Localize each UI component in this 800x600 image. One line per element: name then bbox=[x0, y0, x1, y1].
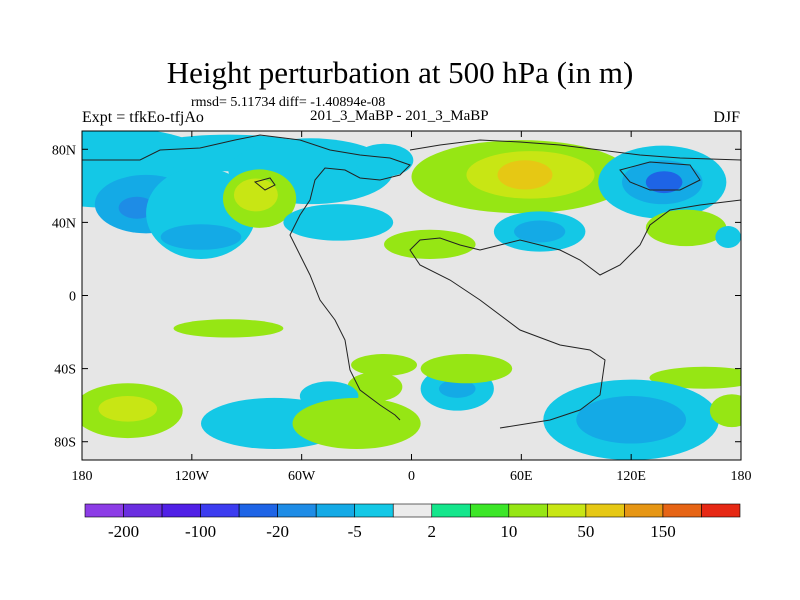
contour-region-36 bbox=[709, 394, 741, 428]
colorbar-swatch-1 bbox=[123, 503, 163, 518]
rmsd-stats-label: rmsd= 5.11734 diff= -1.40894e-08 bbox=[191, 95, 386, 110]
contour-region-13 bbox=[497, 160, 553, 190]
colorbar-swatch-11 bbox=[508, 503, 548, 518]
contour-region-16 bbox=[645, 171, 683, 194]
contour-region-28 bbox=[420, 353, 513, 384]
x-tick-label-5: 120E bbox=[616, 469, 646, 484]
colorbar-label-3: -5 bbox=[348, 522, 362, 541]
colorbar: -200 -100 -20 -5 2 10 50 150 bbox=[84, 503, 741, 541]
y-axis: 80N 40N 0 40S 80S bbox=[52, 143, 741, 451]
colorbar-label-2: -20 bbox=[266, 522, 289, 541]
chart-title: Height perturbation at 500 hPa (in m) bbox=[166, 55, 634, 90]
colorbar-swatch-4 bbox=[238, 503, 278, 518]
y-tick-label-1: 40N bbox=[52, 216, 76, 231]
x-tick-label-6: 180 bbox=[731, 469, 752, 484]
colorbar-swatch-3 bbox=[200, 503, 240, 518]
contour-region-20 bbox=[384, 229, 476, 259]
contour-region-23 bbox=[351, 353, 417, 376]
colorbar-swatch-10 bbox=[469, 503, 510, 518]
contour-region-27 bbox=[438, 379, 476, 398]
contour-region-22 bbox=[173, 319, 284, 338]
colorbar-label-5: 10 bbox=[500, 522, 517, 541]
contour-region-33 bbox=[292, 397, 421, 450]
contour-region-21 bbox=[715, 226, 741, 248]
contour-region-10 bbox=[354, 143, 414, 177]
coastline-americas bbox=[82, 134, 411, 421]
colorbar-label-7: 150 bbox=[650, 522, 676, 541]
colorbar-swatch-0 bbox=[84, 503, 124, 518]
colorbar-swatch-9 bbox=[431, 503, 471, 518]
colorbar-swatch-5 bbox=[277, 503, 317, 518]
colorbar-swatch-8 bbox=[392, 503, 433, 518]
contour-region-8 bbox=[233, 178, 278, 212]
x-tick-label-3: 0 bbox=[408, 469, 415, 484]
x-tick-label-0: 180 bbox=[72, 469, 93, 484]
contour-region-6 bbox=[160, 224, 242, 250]
colorbar-swatch-2 bbox=[161, 503, 201, 518]
colorbar-swatch-16 bbox=[701, 503, 741, 518]
colorbar-swatch-7 bbox=[354, 503, 394, 518]
coastline-layer bbox=[82, 134, 741, 429]
coastline-greenland bbox=[253, 161, 701, 191]
y-tick-label-0: 80N bbox=[52, 143, 76, 158]
contour-region-9 bbox=[283, 204, 394, 241]
x-tick-label-2: 60W bbox=[288, 469, 316, 484]
colorbar-swatch-13 bbox=[585, 503, 625, 518]
contour-region-31 bbox=[98, 396, 158, 422]
x-tick-label-4: 60E bbox=[510, 469, 533, 484]
colorbar-swatch-6 bbox=[315, 503, 356, 518]
y-tick-label-2: 0 bbox=[69, 290, 76, 305]
runs-label: 201_3_MaBP - 201_3_MaBP bbox=[310, 108, 489, 124]
experiment-label: Expt = tfkEo-tfjAo bbox=[82, 109, 204, 126]
colorbar-label-4: 2 bbox=[428, 522, 437, 541]
colorbar-swatch-15 bbox=[662, 503, 702, 518]
contour-region-35 bbox=[576, 396, 687, 444]
coastline-afro-eurasia bbox=[409, 139, 741, 429]
colorbar-label-0: -200 bbox=[108, 522, 139, 541]
season-label: DJF bbox=[713, 109, 740, 126]
colorbar-swatch-14 bbox=[624, 503, 664, 518]
contour-region-24 bbox=[347, 372, 403, 402]
contour-region-17 bbox=[645, 209, 727, 247]
contour-fill-layer bbox=[82, 131, 741, 460]
y-tick-label-3: 40S bbox=[54, 363, 76, 378]
contour-region-29 bbox=[649, 366, 741, 389]
x-axis: 180 120W 60W 0 60E 120E 180 bbox=[72, 131, 752, 484]
y-tick-label-4: 80S bbox=[54, 436, 76, 451]
colorbar-label-6: 50 bbox=[577, 522, 594, 541]
x-tick-label-1: 120W bbox=[175, 469, 210, 484]
colorbar-label-1: -100 bbox=[185, 522, 216, 541]
colorbar-swatch-12 bbox=[547, 503, 587, 518]
contour-region-19 bbox=[514, 220, 566, 243]
